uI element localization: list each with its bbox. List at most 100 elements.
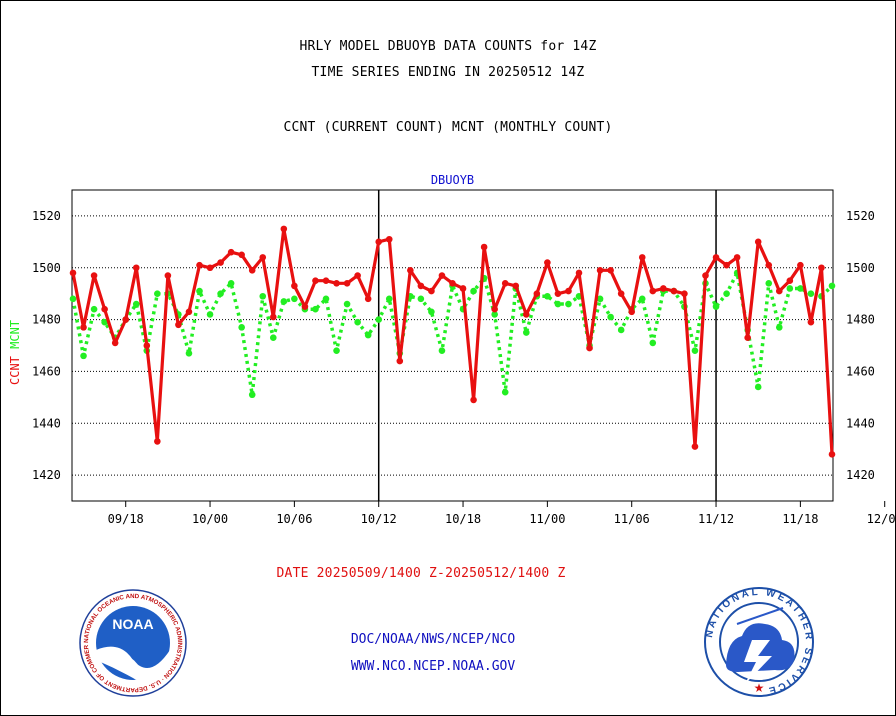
data-point-ccnt [586,344,593,352]
data-point-mcnt [723,290,730,297]
series-line-mcnt [71,271,834,397]
data-point-ccnt [227,248,235,256]
data-point-ccnt [712,254,720,261]
data-point-ccnt [449,280,456,287]
data-point-ccnt [818,264,825,272]
data-point-mcnt [828,282,836,290]
series-line-ccnt [71,227,834,455]
data-point-mcnt [343,300,351,308]
data-point-ccnt [533,290,541,297]
data-point-ccnt [80,324,87,331]
y-tick-label-left: 1420 [32,468,61,482]
data-point-ccnt [565,287,572,295]
data-point-mcnt [248,391,256,399]
data-point-mcnt [522,329,530,336]
data-point-ccnt [638,254,646,261]
data-point-mcnt [617,326,625,334]
data-point-ccnt [702,272,709,279]
data-point-ccnt [291,282,298,290]
data-point-ccnt [111,339,119,347]
data-point-ccnt [206,264,214,272]
data-point-ccnt [122,316,130,323]
data-point-mcnt [607,313,614,321]
data-point-mcnt [132,300,140,308]
data-point-ccnt [154,438,161,445]
data-point-ccnt [470,396,477,404]
data-point-ccnt [828,451,836,458]
data-point-ccnt [375,238,383,246]
data-point-mcnt [775,324,783,331]
data-point-ccnt [301,303,309,310]
data-point-ccnt [522,311,530,318]
data-point-mcnt [238,324,245,331]
data-point-ccnt [501,280,509,287]
data-point-mcnt [385,295,393,303]
data-point-ccnt [280,225,288,233]
data-point-mcnt [206,311,214,318]
data-point-mcnt [649,339,657,347]
data-point-mcnt [428,308,435,316]
y-tick-label-left: 1460 [32,364,61,378]
x-tick-label: 10/18 [445,512,481,526]
data-point-ccnt [628,308,636,316]
data-point-ccnt [175,321,182,329]
data-point-mcnt [375,316,383,323]
data-point-ccnt [459,285,467,292]
data-point-mcnt [765,280,773,287]
data-point-mcnt [554,300,562,308]
y-tick-label-right: 1420 [846,468,875,482]
data-point-ccnt [196,261,203,269]
data-point-mcnt [196,287,203,295]
data-point-ccnt [797,261,804,269]
y-axis-label: CCNT MCNT [8,320,22,385]
data-point-mcnt [291,295,298,303]
data-point-ccnt [480,243,488,251]
data-point-ccnt [417,282,425,290]
data-point-ccnt [333,280,340,287]
nco-website-link[interactable]: WWW.NCO.NCEP.NOAA.GOV [350,659,516,674]
doc-noaa-link[interactable]: DOC/NOAA/NWS/NCEP/NCO [350,632,516,647]
data-point-ccnt [185,308,193,316]
data-point-ccnt [354,272,361,279]
data-point-mcnt [754,383,762,391]
x-tick-label: 10/12 [361,512,397,526]
data-point-ccnt [512,282,520,290]
data-point-mcnt [638,295,646,303]
data-point-mcnt [259,292,267,300]
data-point-mcnt [712,303,720,310]
data-point-ccnt [143,342,151,349]
data-point-mcnt [185,349,193,357]
data-point-mcnt [333,347,340,354]
data-point-ccnt [101,305,108,313]
data-point-mcnt [69,295,77,303]
x-tick-label: 10/00 [192,512,228,526]
y-axis-label-ccnt: CCNT [8,349,22,385]
data-point-ccnt [775,287,783,295]
data-point-ccnt [438,272,446,279]
data-point-ccnt [322,277,330,285]
data-point-ccnt [807,318,815,326]
data-point-ccnt [343,280,351,287]
data-point-mcnt [354,318,361,326]
data-point-ccnt [164,272,172,279]
data-point-ccnt [407,267,414,274]
data-point-ccnt [596,267,604,274]
data-point-mcnt [786,285,794,292]
data-point-ccnt [248,267,256,274]
data-point-ccnt [238,251,245,259]
data-point-ccnt [765,261,773,269]
data-point-mcnt [807,290,815,297]
data-point-ccnt [90,272,98,279]
data-point-ccnt [617,290,625,297]
data-point-mcnt [417,295,425,303]
chart-title-line1: HRLY MODEL DBUOYB DATA COUNTS for 14Z [299,39,597,54]
plot-area [71,189,834,502]
data-point-ccnt [754,238,762,246]
y-tick-label-right: 1520 [846,209,875,223]
data-point-ccnt [575,269,583,277]
y-tick-label-right: 1480 [846,313,875,327]
y-axis-label-mcnt: MCNT [8,320,22,349]
y-tick-label-right: 1440 [846,416,875,430]
data-point-mcnt [322,295,330,303]
data-point-mcnt [797,285,804,292]
